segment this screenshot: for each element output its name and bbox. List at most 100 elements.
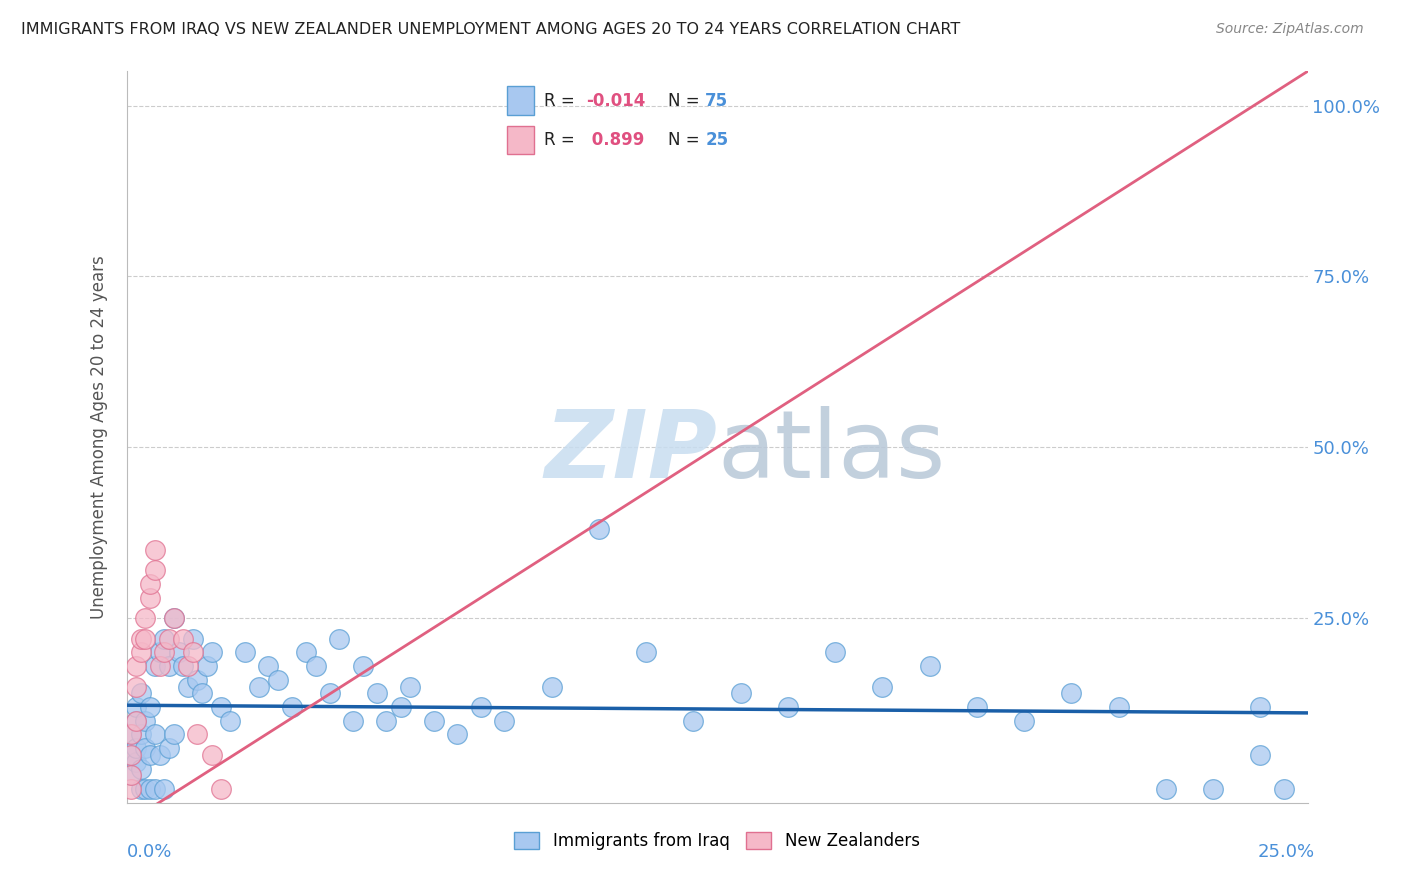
Point: [177, 680, 200, 694]
Point: [730, 686, 752, 700]
Text: ZIP: ZIP: [544, 406, 717, 498]
Point: [125, 741, 148, 756]
Point: [125, 714, 148, 728]
Point: [181, 632, 204, 646]
Point: [134, 632, 156, 646]
Point: [366, 686, 388, 700]
Point: [120, 747, 142, 762]
Point: [422, 714, 444, 728]
Point: [163, 727, 186, 741]
Point: [129, 727, 152, 741]
Point: [120, 727, 142, 741]
Point: [129, 632, 152, 646]
Point: [200, 645, 222, 659]
Point: [125, 714, 148, 728]
Point: [318, 686, 340, 700]
Legend: Immigrants from Iraq, New Zealanders: Immigrants from Iraq, New Zealanders: [508, 825, 927, 856]
Point: [389, 700, 412, 714]
Point: [153, 632, 176, 646]
Point: [209, 700, 232, 714]
Point: [682, 714, 704, 728]
Point: [172, 632, 194, 646]
Point: [257, 659, 280, 673]
Point: [1108, 700, 1130, 714]
Point: [1154, 782, 1177, 797]
Text: IMMIGRANTS FROM IRAQ VS NEW ZEALANDER UNEMPLOYMENT AMONG AGES 20 TO 24 YEARS COR: IMMIGRANTS FROM IRAQ VS NEW ZEALANDER UN…: [21, 22, 960, 37]
Point: [295, 645, 318, 659]
Point: [120, 768, 142, 782]
Point: [824, 645, 846, 659]
Point: [125, 700, 148, 714]
Point: [125, 680, 148, 694]
Point: [1249, 747, 1271, 762]
Point: [139, 577, 162, 591]
Point: [209, 782, 232, 797]
Point: [139, 700, 162, 714]
Point: [157, 659, 180, 673]
Text: 0.0%: 0.0%: [127, 843, 172, 861]
Point: [540, 680, 562, 694]
Point: [233, 645, 256, 659]
Point: [446, 727, 468, 741]
Point: [157, 632, 180, 646]
Point: [134, 782, 156, 797]
Point: [177, 659, 200, 673]
Point: [129, 686, 152, 700]
Point: [143, 782, 166, 797]
Point: [200, 747, 222, 762]
Point: [129, 645, 152, 659]
Point: [139, 747, 162, 762]
Point: [281, 700, 304, 714]
Point: [918, 659, 941, 673]
Point: [470, 700, 492, 714]
Point: [494, 714, 516, 728]
Point: [267, 673, 290, 687]
Point: [304, 659, 326, 673]
Point: [125, 659, 148, 673]
Point: [191, 686, 214, 700]
Point: [1202, 782, 1225, 797]
Point: [776, 700, 799, 714]
Point: [120, 727, 142, 741]
Point: [375, 714, 398, 728]
Point: [120, 747, 142, 762]
Point: [149, 747, 172, 762]
Point: [1249, 700, 1271, 714]
Point: [1272, 782, 1295, 797]
Point: [143, 727, 166, 741]
Point: [172, 659, 194, 673]
Point: [120, 782, 142, 797]
Point: [139, 591, 162, 605]
Point: [129, 782, 152, 797]
Point: [195, 659, 218, 673]
Point: [1060, 686, 1083, 700]
Point: [134, 611, 156, 625]
Text: 25.0%: 25.0%: [1257, 843, 1315, 861]
Point: [129, 762, 152, 776]
Point: [143, 542, 166, 557]
Point: [134, 741, 156, 756]
Point: [149, 659, 172, 673]
Text: atlas: atlas: [717, 406, 945, 498]
Point: [134, 714, 156, 728]
Y-axis label: Unemployment Among Ages 20 to 24 years: Unemployment Among Ages 20 to 24 years: [90, 255, 108, 619]
Point: [153, 645, 176, 659]
Point: [219, 714, 242, 728]
Point: [163, 611, 186, 625]
Point: [153, 782, 176, 797]
Point: [157, 741, 180, 756]
Point: [247, 680, 270, 694]
Point: [342, 714, 364, 728]
Point: [1012, 714, 1035, 728]
Point: [328, 632, 350, 646]
Point: [966, 700, 988, 714]
Point: [588, 522, 610, 536]
Point: [163, 611, 186, 625]
Point: [636, 645, 658, 659]
Point: [149, 645, 172, 659]
Point: [186, 673, 208, 687]
Point: [125, 755, 148, 769]
Point: [186, 727, 208, 741]
Point: [167, 645, 190, 659]
Point: [399, 680, 422, 694]
